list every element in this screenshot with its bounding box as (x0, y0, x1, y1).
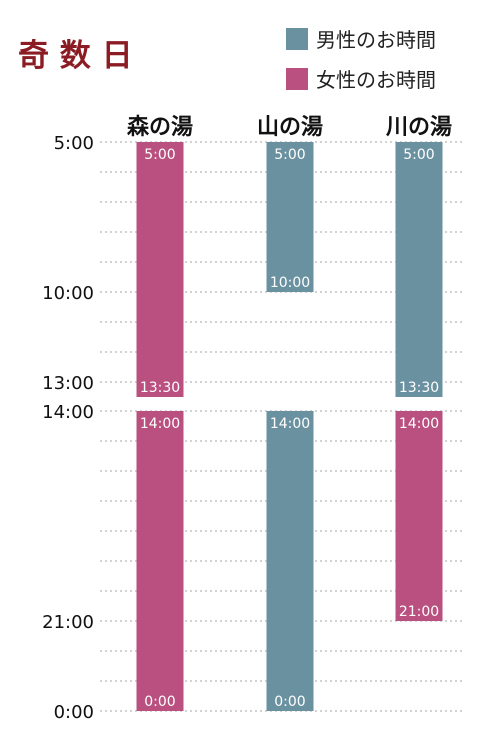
chart-title: 奇 数 日 (18, 38, 133, 74)
bar-segment (395, 142, 443, 397)
bar-segment (266, 142, 314, 292)
bar-segment (136, 411, 184, 711)
y-tick-label: 0:00 (54, 702, 94, 723)
bar-start-label: 14:00 (270, 416, 310, 432)
bar-end-label: 0:00 (144, 694, 175, 710)
legend-label-female: 女性のお時間 (316, 68, 436, 92)
column-label: 森の湯 (127, 114, 193, 140)
bar-start-label: 14:00 (399, 416, 439, 432)
bar-start-label: 5:00 (403, 147, 434, 163)
bars: 5:00 13:30 14:00 0:00 5:00 10:00 14:00 0:00 5:00… (136, 142, 443, 711)
bar-segment (266, 411, 314, 711)
bar-end-label: 10:00 (270, 275, 310, 291)
y-tick-label: 21:00 (42, 612, 94, 633)
y-tick-label: 13:00 (42, 373, 94, 394)
legend: 男性のお時間 女性のお時間 (286, 28, 436, 92)
bar-end-label: 13:30 (140, 380, 180, 396)
legend-label-male: 男性のお時間 (316, 28, 436, 52)
bar-end-label: 13:30 (399, 380, 439, 396)
bar-end-label: 21:00 (399, 604, 439, 620)
y-tick-label: 10:00 (42, 283, 94, 304)
legend-swatch-male (286, 28, 308, 50)
bar-start-label: 14:00 (140, 416, 180, 432)
y-tick-label: 5:00 (54, 133, 94, 154)
column-label: 山の湯 (257, 115, 323, 140)
legend-swatch-female (286, 68, 308, 90)
bar-segment (136, 142, 184, 397)
bar-start-label: 5:00 (144, 147, 175, 163)
bar-end-label: 0:00 (274, 694, 305, 710)
bar-segment (395, 411, 443, 621)
column-label: 川の湯 (385, 115, 452, 140)
y-tick-label: 14:00 (42, 402, 94, 423)
bar-start-label: 5:00 (274, 147, 305, 163)
y-axis-ticks: 5:00 10:00 13:00 14:00 21:00 0:00 (42, 133, 94, 723)
column-labels: 森の湯 山の湯 川の湯 (127, 114, 452, 140)
